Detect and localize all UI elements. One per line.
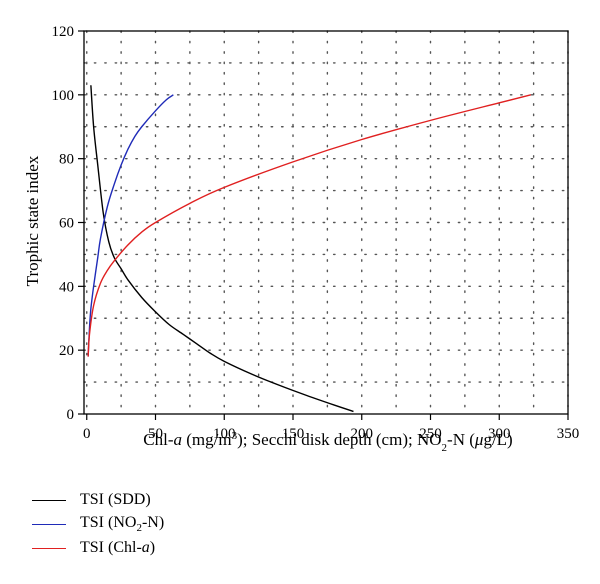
legend-item-chla: TSI (Chl-a) xyxy=(32,536,164,560)
y-axis-title: Trophic state index xyxy=(23,155,42,286)
y-tick-label: 120 xyxy=(52,24,75,40)
x-axis-title-part: Chl- xyxy=(143,430,174,449)
x-tick-label: 200 xyxy=(351,426,374,442)
x-tick-label: 350 xyxy=(557,426,580,442)
series-tsi-chla-line xyxy=(87,94,532,357)
x-axis-title-part: 2 xyxy=(442,442,448,454)
legend-item-no2: TSI (NO2-N) xyxy=(32,512,164,536)
x-axis-title: Chl-a (mg/m3); Secchi disk depth (cm); N… xyxy=(143,430,512,454)
x-axis: 0 50 100 150 200 250 300 350 xyxy=(83,414,579,442)
y-tick-label: 20 xyxy=(59,343,74,359)
y-tick-label: 60 xyxy=(59,216,74,232)
legend-swatch-chla xyxy=(32,547,66,549)
x-axis-title-part: (mg/m xyxy=(182,430,232,449)
x-axis-title-part: g/L) xyxy=(483,430,512,449)
y-tick-label: 0 xyxy=(67,407,75,423)
legend-item-sdd: TSI (SDD) xyxy=(32,488,164,512)
x-tick-label: 50 xyxy=(148,426,163,442)
y-tick-label: 100 xyxy=(52,88,75,104)
legend: TSI (SDD) TSI (NO2-N) TSI (Chl-a) xyxy=(32,488,164,560)
x-tick-label: 150 xyxy=(282,426,305,442)
y-tick-label: 80 xyxy=(59,152,74,168)
y-tick-label: 40 xyxy=(59,279,74,295)
x-axis-title-part: a xyxy=(174,430,183,449)
x-axis-title-part: -N ( xyxy=(447,430,475,449)
series-tsi-no2-line xyxy=(87,94,174,357)
x-axis-title-part: ); Secchi disk depth (cm); NO xyxy=(237,430,441,449)
x-tick-label: 300 xyxy=(488,426,511,442)
x-axis-title-part: μ xyxy=(474,430,484,449)
series-tsi-sdd-line xyxy=(90,85,354,413)
grid xyxy=(83,30,569,415)
legend-label-sdd: TSI (SDD) xyxy=(80,491,151,508)
x-tick-label: 0 xyxy=(83,426,91,442)
x-tick-label: 100 xyxy=(213,426,236,442)
x-tick-label: 250 xyxy=(419,426,442,442)
legend-swatch-sdd xyxy=(32,499,66,501)
series-layer xyxy=(87,85,532,413)
legend-swatch-no2 xyxy=(32,523,66,525)
x-axis-title-part: 3 xyxy=(232,430,238,442)
legend-label-no2: TSI (NO2-N) xyxy=(80,513,165,535)
legend-label-chla: TSI (Chl-a) xyxy=(80,539,156,556)
y-axis: 0 20 40 60 80 100 120 xyxy=(52,24,84,423)
